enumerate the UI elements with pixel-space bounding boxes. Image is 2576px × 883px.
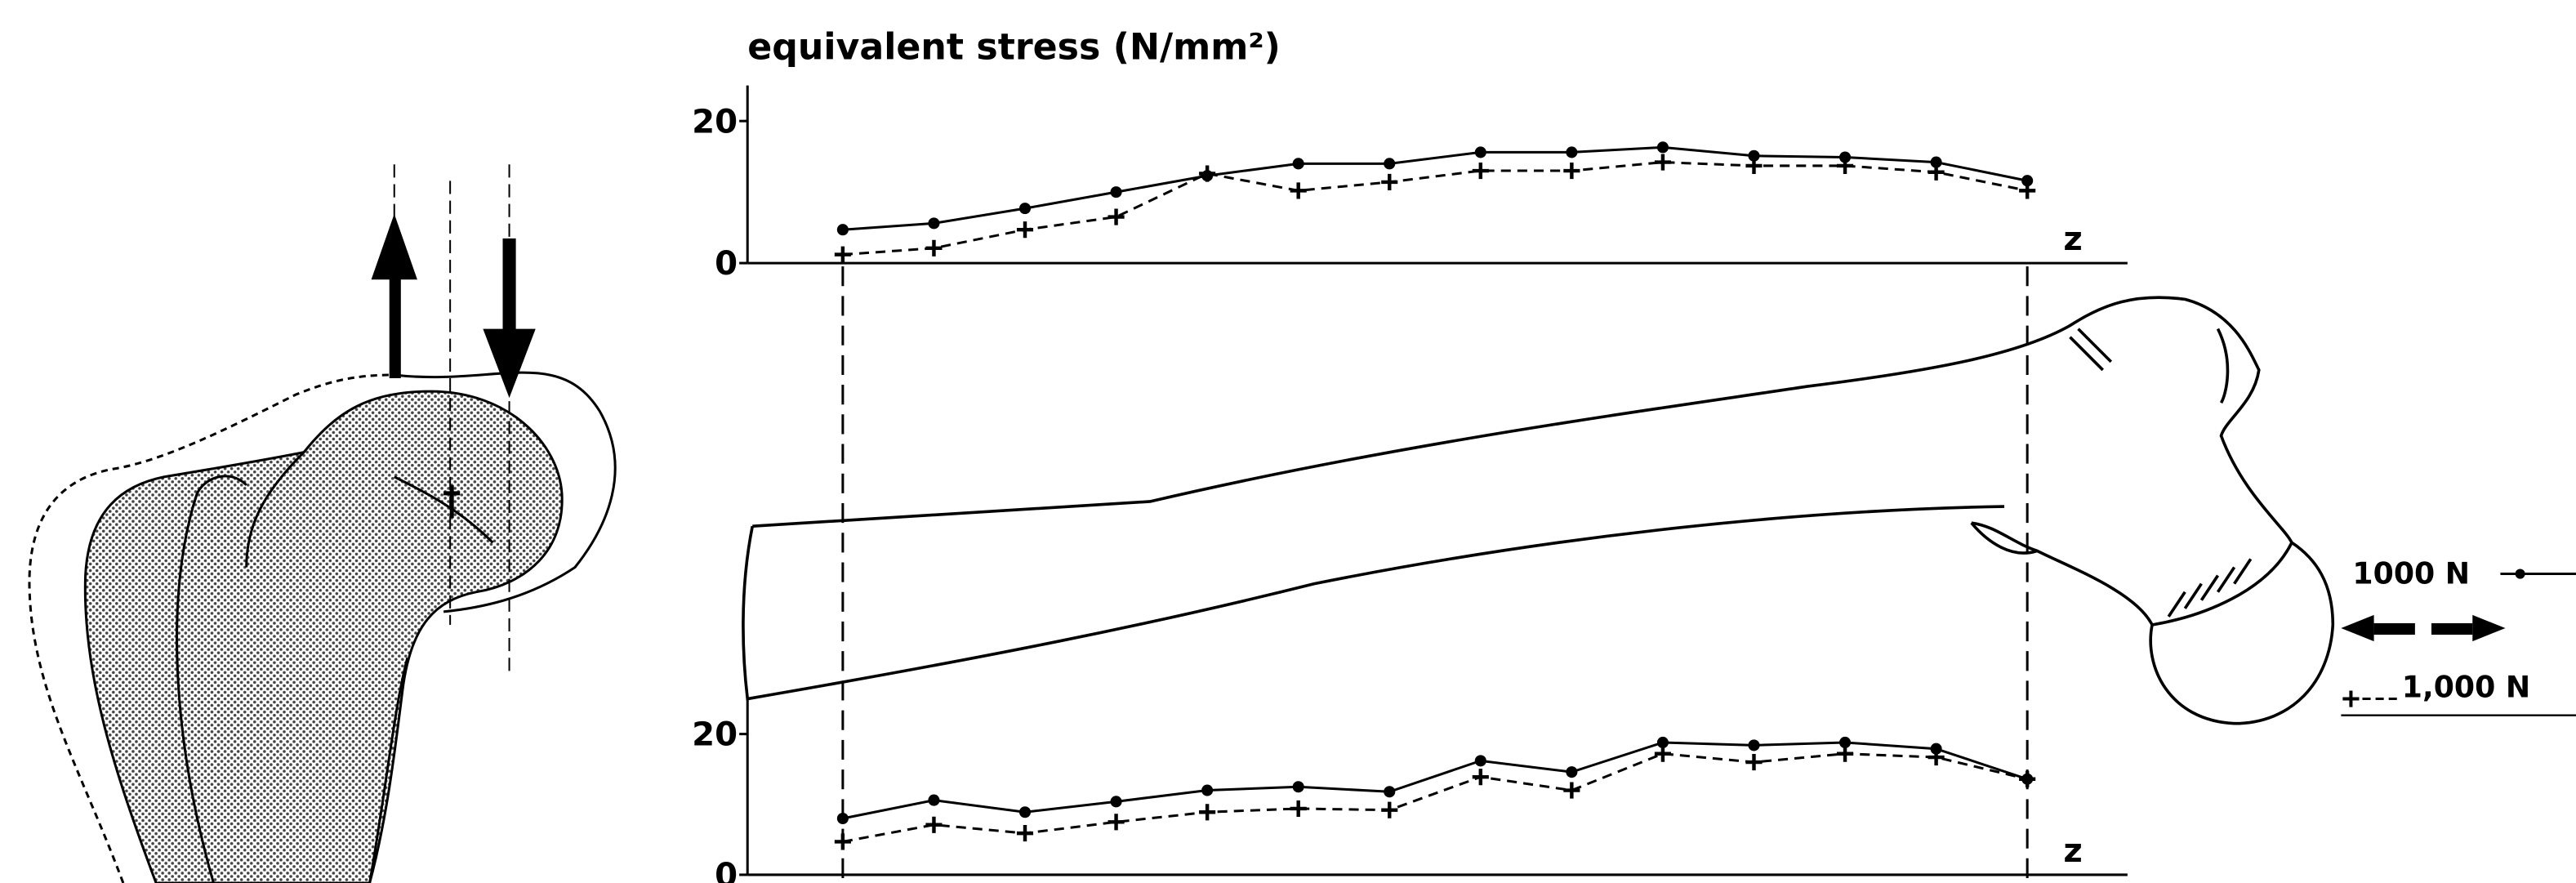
point (1473, 769, 1489, 785)
point (1563, 782, 1580, 798)
point (835, 833, 851, 850)
legend-arrow (2431, 623, 2472, 635)
point (1111, 186, 1122, 198)
legend-arrow (2374, 623, 2415, 635)
point (928, 217, 939, 229)
y-tick-label: 0 (715, 857, 738, 883)
point (1019, 203, 1031, 214)
point (1475, 146, 1486, 158)
point (1563, 163, 1580, 179)
point (1928, 164, 1945, 181)
legend-marker (2516, 569, 2525, 579)
point (1566, 766, 1577, 778)
point (1290, 800, 1307, 817)
point (1019, 806, 1031, 818)
point (1837, 158, 1853, 174)
legend-label: 1,000 N (2402, 670, 2530, 705)
point (1566, 146, 1577, 158)
legend-arrow (2341, 615, 2373, 641)
series-line (843, 754, 2027, 842)
point (2019, 182, 2035, 198)
femur-section-drawing (29, 372, 615, 883)
legend-marker (2342, 690, 2359, 707)
chart-title: equivalent stress (N/mm²) (747, 26, 1281, 68)
point (1475, 755, 1486, 766)
point (925, 240, 942, 256)
point (928, 795, 939, 806)
point (1748, 739, 1759, 751)
point (925, 817, 942, 833)
point (1655, 154, 1671, 171)
legend: 1000 N 1,000 N (2341, 556, 2576, 716)
point (1199, 804, 1215, 820)
point (2019, 771, 2035, 787)
point (837, 813, 849, 824)
point (1381, 174, 1397, 190)
point (1655, 746, 1671, 762)
point (1201, 784, 1213, 796)
point (1473, 163, 1489, 179)
point (1293, 158, 1304, 169)
legend-arrow (2472, 615, 2505, 641)
y-tick-label: 20 (692, 103, 738, 140)
point (1745, 158, 1762, 174)
point (1111, 796, 1122, 807)
point (1384, 786, 1395, 797)
point (1657, 141, 1669, 153)
x-axis-label: z (2063, 221, 2082, 258)
point (1384, 158, 1395, 169)
point (835, 247, 851, 263)
point (1293, 781, 1304, 792)
point (1108, 814, 1125, 830)
point (1108, 208, 1125, 225)
point (1381, 802, 1397, 818)
point (1199, 165, 1215, 181)
figure: 1000 N 1,000 N equivalent stress (N/mm²)… (0, 0, 2576, 883)
point (1290, 182, 1307, 198)
y-tick-label: 0 (715, 245, 738, 283)
point (1837, 746, 1853, 762)
y-tick-label: 20 (692, 716, 738, 754)
point (837, 224, 849, 235)
point (1017, 221, 1033, 238)
x-axis-label: z (2063, 832, 2082, 870)
femur-drawing (743, 297, 2333, 724)
point (1017, 825, 1033, 841)
legend-label: 1000 N (2352, 556, 2470, 591)
page: {"chart_data": [ {"type": "line", "title… (0, 0, 2576, 883)
point (1745, 754, 1762, 770)
